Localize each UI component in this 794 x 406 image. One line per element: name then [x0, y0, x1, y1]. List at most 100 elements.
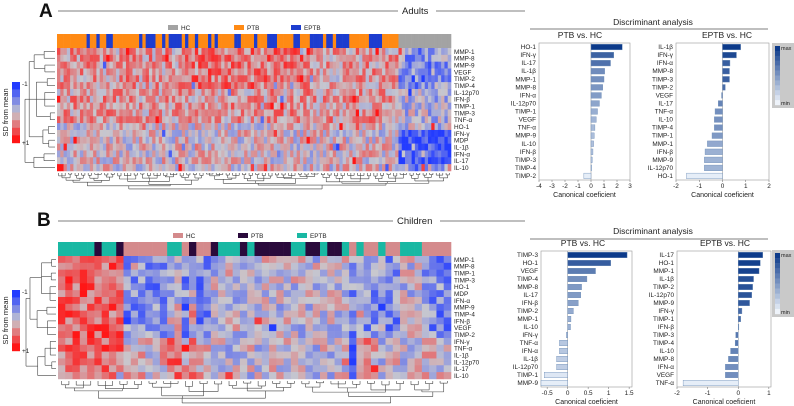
- heatmap-cell: [208, 48, 212, 56]
- bar-label: TIMP-4: [515, 165, 536, 172]
- heatmap-cell: [119, 82, 123, 90]
- group-annotation-cell: [162, 34, 166, 48]
- heatmap-cell: [106, 150, 110, 158]
- heatmap-cell: [395, 82, 399, 90]
- heatmap-cell: [365, 129, 370, 138]
- heatmap-cell: [76, 157, 81, 165]
- heatmap-cell: [372, 54, 376, 62]
- heatmap-cell: [336, 123, 340, 131]
- heatmap-cell: [322, 136, 327, 144]
- heatmap-cell: [260, 116, 265, 124]
- heatmap-cell: [194, 109, 199, 117]
- heatmap-cell: [356, 296, 364, 305]
- legend-swatch-hc: [168, 25, 178, 30]
- bar: [738, 251, 763, 258]
- heatmap-cell: [345, 129, 350, 138]
- heatmap-cell: [414, 88, 419, 97]
- heatmap-cell: [327, 296, 335, 305]
- heatmap-cell: [76, 123, 81, 131]
- heatmap-cell: [447, 75, 452, 83]
- heatmap-cell: [79, 143, 84, 151]
- heatmap-cell: [378, 276, 386, 284]
- heatmap-cell: [60, 61, 64, 69]
- heatmap-cell: [309, 150, 314, 158]
- heatmap-cell: [70, 116, 74, 124]
- heatmap-cell: [407, 296, 415, 305]
- heatmap-cell: [237, 75, 242, 83]
- heatmap-cell: [312, 344, 321, 352]
- heatmap-children: HC PTB EPTBMMP-1MMP-8TIMP-1TIMP-3HO-1MDPIF…: [1, 233, 480, 404]
- heatmap-cell: [198, 88, 202, 97]
- heatmap-cell: [299, 88, 304, 97]
- group-annotation-cell: [227, 34, 232, 48]
- heatmap-cell: [65, 296, 73, 305]
- heatmap-cell: [327, 365, 335, 373]
- heatmap-cell: [79, 256, 88, 264]
- heatmap-cell: [152, 262, 161, 270]
- heatmap-cell: [407, 324, 415, 332]
- heatmap-cell: [129, 54, 133, 62]
- heatmap-cell: [138, 358, 146, 366]
- group-annotation-cell: [370, 242, 379, 256]
- heatmap-cell: [181, 136, 186, 144]
- heatmap-cell: [89, 68, 94, 76]
- heatmap-cell: [257, 102, 261, 110]
- heatmap-cell: [109, 109, 114, 117]
- heatmap-cell: [305, 303, 314, 311]
- heatmap-cell: [313, 136, 317, 144]
- row-label: MMP-9: [454, 305, 475, 312]
- heatmap-cell: [93, 136, 97, 144]
- heatmap-cell: [239, 310, 248, 318]
- heatmap-cell: [388, 88, 393, 97]
- heatmap-cell: [257, 164, 261, 172]
- heatmap-cell: [83, 116, 87, 124]
- heatmap-cell: [320, 283, 328, 291]
- heatmap-cell: [400, 351, 408, 359]
- heatmap-cell: [112, 150, 117, 158]
- heatmap-cell: [231, 82, 235, 90]
- heatmap-cell: [171, 88, 176, 97]
- bar: [567, 284, 582, 291]
- heatmap-cell: [254, 123, 258, 131]
- heatmap-cell: [336, 75, 340, 83]
- heatmap-cell: [178, 88, 183, 97]
- heatmap-cell: [257, 150, 261, 158]
- heatmap-cell: [375, 150, 380, 158]
- heatmap-cell: [86, 136, 91, 144]
- heatmap-cell: [66, 88, 71, 97]
- heatmap-cell: [86, 164, 91, 172]
- heatmap-cell: [395, 123, 399, 131]
- heatmap-cell: [341, 269, 350, 277]
- heatmap-cell: [185, 95, 189, 103]
- heatmap-cell: [356, 303, 364, 311]
- heatmap-cell: [437, 48, 442, 56]
- group-annotation-cell: [191, 34, 196, 48]
- heatmap-cell: [269, 365, 277, 373]
- heatmap-cell: [411, 61, 416, 69]
- heatmap-cell: [434, 143, 439, 151]
- heatmap-cell: [349, 164, 353, 172]
- heatmap-cell: [208, 164, 212, 172]
- heatmap-cell: [349, 262, 357, 270]
- heatmap-cell: [201, 75, 206, 83]
- heatmap-cell: [244, 143, 248, 151]
- heatmap-cell: [194, 82, 199, 90]
- heatmap-cell: [155, 75, 160, 83]
- heatmap-cell: [130, 324, 139, 332]
- heatmap-cell: [372, 109, 376, 117]
- heatmap-cell: [232, 324, 241, 332]
- heatmap-cell: [208, 129, 212, 138]
- heatmap-cell: [365, 48, 370, 56]
- heatmap-cell: [217, 102, 222, 110]
- heatmap-cell: [240, 109, 245, 117]
- heatmap-cell: [352, 82, 357, 90]
- heatmap-cell: [135, 164, 140, 172]
- heatmap-cell: [224, 102, 229, 110]
- heatmap-cell: [239, 344, 248, 352]
- heatmap-cell: [240, 116, 245, 124]
- heatmap-cell: [290, 123, 294, 131]
- heatmap-cell: [352, 102, 357, 110]
- heatmap-cell: [421, 75, 426, 83]
- heatmap-cell: [122, 164, 127, 172]
- heatmap-cell: [276, 337, 284, 346]
